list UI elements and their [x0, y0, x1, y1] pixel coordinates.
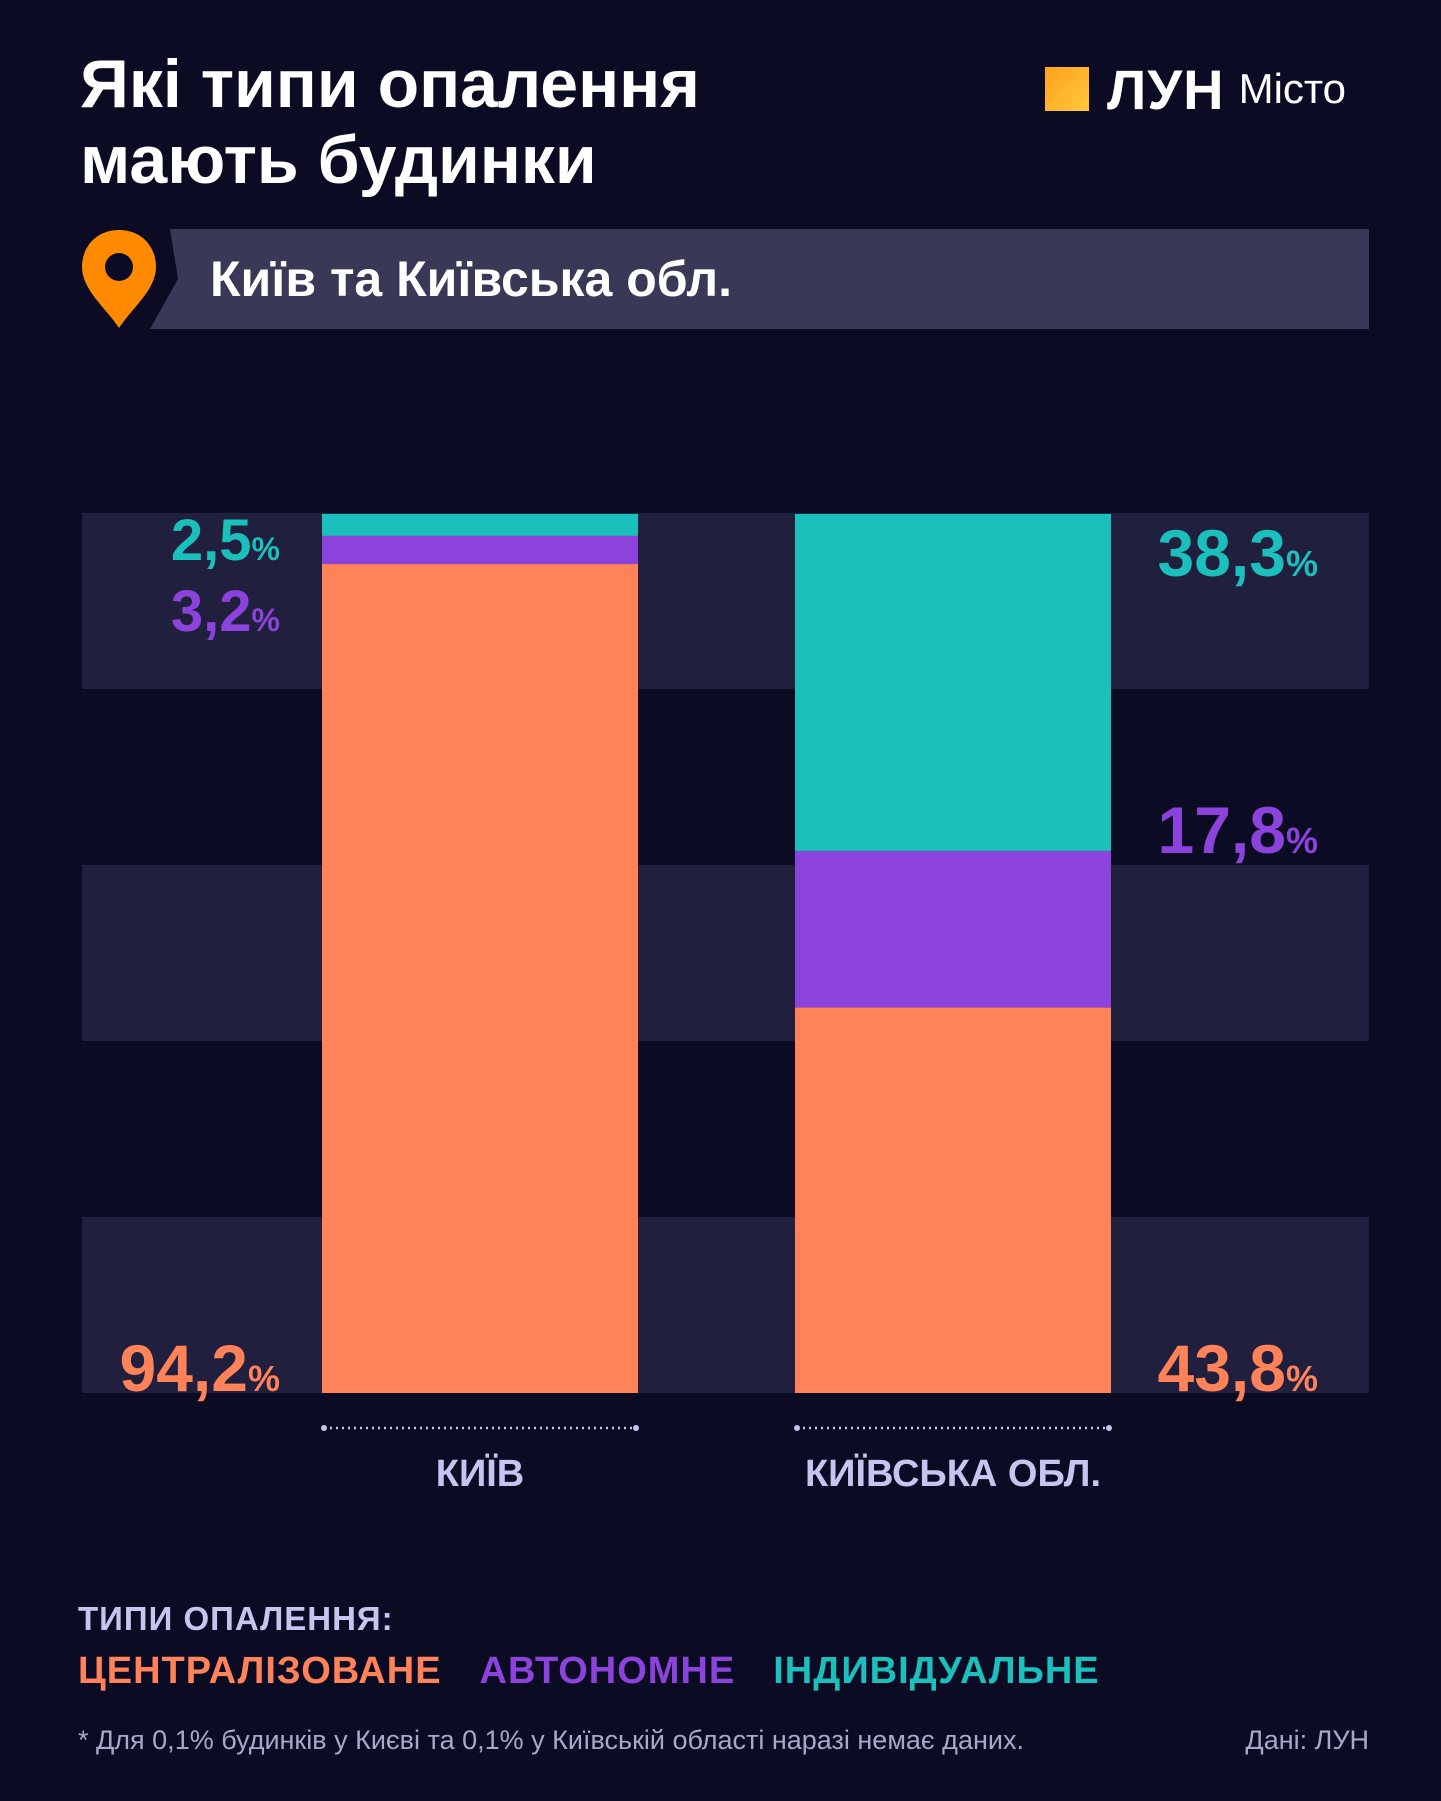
value-label-0-2: 2,5%: [171, 508, 280, 573]
bar-segment-1-0: [795, 1007, 1111, 1393]
location-pin-icon: [82, 230, 156, 328]
legend-title: ТИПИ ОПАЛЕННЯ:: [78, 1600, 394, 1637]
value-label-1-1: 17,8%: [1158, 793, 1318, 867]
logo-subtitle: Місто: [1238, 65, 1347, 112]
bar-segment-0-2: [322, 513, 638, 536]
category-divider-dot-start-0: [321, 1425, 327, 1431]
logo-square-icon: [1045, 67, 1089, 111]
legend-item-individual: ІНДИВІДУАЛЬНЕ: [773, 1650, 1100, 1692]
title-line-1: Які типи опалення: [80, 46, 700, 122]
title-line-2: мають будинки: [80, 122, 597, 198]
region-banner: [150, 229, 1369, 329]
value-label-1-2: 38,3%: [1158, 516, 1318, 590]
bar-segment-1-1: [795, 850, 1111, 1008]
chart-title: Які типи опалення мають будинки: [80, 46, 840, 198]
background-band-0: [82, 513, 1369, 689]
logo-brand: ЛУН: [1107, 57, 1225, 121]
value-label-0-0: 94,2%: [120, 1331, 280, 1405]
value-label-0-1: 3,2%: [171, 579, 280, 644]
category-divider-dot-start-1: [794, 1425, 800, 1431]
legend: ЦЕНТРАЛІЗОВАНЕ АВТОНОМНЕ ІНДИВІДУАЛЬНЕ: [78, 1650, 1100, 1693]
category-divider-dot-end-0: [633, 1425, 639, 1431]
category-divider-dot-end-1: [1106, 1425, 1112, 1431]
background-band-1: [82, 865, 1369, 1041]
data-source: Дані: ЛУН: [1245, 1725, 1369, 1755]
legend-item-autonomous: АВТОНОМНЕ: [479, 1650, 736, 1692]
footnote: * Для 0,1% будинків у Києві та 0,1% у Ки…: [78, 1725, 1024, 1755]
bar-segment-1-2: [795, 513, 1111, 851]
bar-segment-0-0: [322, 564, 638, 1393]
brand-logo[interactable]: ЛУН Місто: [1045, 58, 1347, 121]
region-label: Київ та Київська обл.: [210, 251, 733, 307]
category-label-1: КИЇВСЬКА ОБЛ.: [805, 1452, 1101, 1495]
legend-item-centralized: ЦЕНТРАЛІЗОВАНЕ: [78, 1650, 442, 1692]
bar-segment-0-1: [322, 535, 638, 565]
category-label-0: КИЇВ: [436, 1452, 524, 1495]
value-label-1-0: 43,8%: [1158, 1331, 1318, 1405]
background-band-2: [82, 1217, 1369, 1393]
